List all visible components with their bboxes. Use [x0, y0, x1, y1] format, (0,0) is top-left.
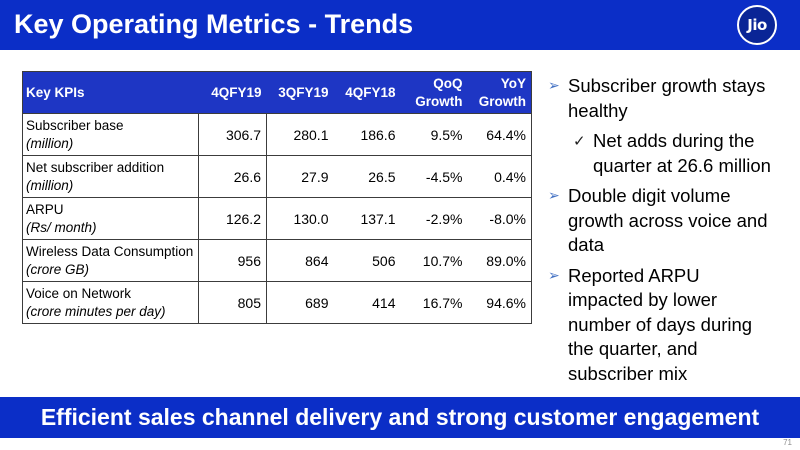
value-4qfy19: 26.6 — [198, 155, 267, 198]
kpi-cell: Subscriber base (million) — [22, 113, 199, 156]
title-bar: Key Operating Metrics - Trends Jio — [0, 0, 800, 50]
value-qoq-growth: -4.5% — [400, 155, 468, 198]
bullet-item: Subscriber growth stays healthy — [548, 74, 774, 123]
value-yoy-growth: -8.0% — [467, 197, 532, 240]
kpi-unit: (million) — [26, 177, 74, 193]
column-header-3qfy19: 3QFY19 — [266, 71, 334, 114]
value-3qfy19: 27.9 — [266, 155, 334, 198]
table-row: Subscriber base (million) 306.7 280.1 18… — [22, 113, 532, 156]
column-header-4qfy19: 4QFY19 — [198, 71, 267, 114]
value-4qfy19: 956 — [198, 239, 267, 282]
table-row: Voice on Network (crore minutes per day)… — [22, 281, 532, 324]
kpi-unit: (crore minutes per day) — [26, 303, 166, 319]
arrow-bullet-icon — [548, 264, 560, 289]
kpi-unit: (crore GB) — [26, 261, 90, 277]
sub-bullet-item: Net adds during the quarter at 26.6 mill… — [573, 129, 783, 178]
kpi-name: Subscriber base — [26, 117, 124, 133]
bullet-text: Reported ARPU impacted by lower number o… — [568, 264, 753, 384]
value-3qfy19: 280.1 — [266, 113, 334, 156]
slide-title: Key Operating Metrics - Trends — [14, 9, 414, 39]
bullet-item: Double digit volume growth across voice … — [548, 184, 774, 258]
arrow-bullet-icon — [548, 184, 560, 209]
value-3qfy19: 689 — [266, 281, 334, 324]
page-number: 71 — [783, 438, 792, 447]
value-4qfy19: 126.2 — [198, 197, 267, 240]
column-header-key-kpis: Key KPIs — [22, 71, 199, 114]
kpi-cell: ARPU (Rs/ month) — [22, 197, 199, 240]
table-row: Wireless Data Consumption (crore GB) 956… — [22, 239, 532, 282]
kpi-name: Wireless Data Consumption — [26, 243, 194, 259]
check-bullet-icon — [573, 129, 586, 154]
kpi-cell: Voice on Network (crore minutes per day) — [22, 281, 199, 324]
banner-text: Efficient sales channel delivery and str… — [40, 404, 760, 430]
value-4qfy19: 306.7 — [198, 113, 267, 156]
table-row: Net subscriber addition (million) 26.6 2… — [22, 155, 532, 198]
kpi-unit: (Rs/ month) — [26, 219, 97, 235]
kpi-name: ARPU — [26, 201, 64, 217]
table-row: ARPU (Rs/ month) 126.2 130.0 137.1 -2.9%… — [22, 197, 532, 240]
bullet-list: Subscriber growth stays healthy Net adds… — [548, 74, 783, 386]
kpi-cell: Wireless Data Consumption (crore GB) — [22, 239, 199, 282]
jio-logo: Jio — [737, 5, 777, 45]
kpi-name: Voice on Network — [26, 285, 132, 301]
value-yoy-growth: 89.0% — [467, 239, 532, 282]
bullet-text: Subscriber growth stays healthy — [568, 75, 766, 121]
value-4qfy18: 414 — [333, 281, 401, 324]
value-3qfy19: 130.0 — [266, 197, 334, 240]
kpi-cell: Net subscriber addition (million) — [22, 155, 199, 198]
kpi-table: Key KPIs 4QFY19 3QFY19 4QFY18 QoQ Growth… — [22, 71, 532, 324]
arrow-bullet-icon — [548, 74, 560, 99]
column-header-yoy-growth: YoY Growth — [467, 71, 532, 114]
value-yoy-growth: 0.4% — [467, 155, 532, 198]
value-qoq-growth: 10.7% — [400, 239, 468, 282]
column-header-4qfy18: 4QFY18 — [333, 71, 401, 114]
jio-logo-text: Jio — [747, 16, 767, 34]
kpi-unit: (million) — [26, 135, 74, 151]
table-header-row: Key KPIs 4QFY19 3QFY19 4QFY18 QoQ Growth… — [22, 71, 532, 114]
bullet-text: Double digit volume growth across voice … — [568, 185, 768, 255]
bullet-text: Net adds during the quarter at 26.6 mill… — [593, 130, 771, 176]
value-4qfy18: 137.1 — [333, 197, 401, 240]
value-4qfy19: 805 — [198, 281, 267, 324]
bullet-item: Reported ARPU impacted by lower number o… — [548, 264, 774, 387]
value-4qfy18: 186.6 — [333, 113, 401, 156]
bottom-banner: Efficient sales channel delivery and str… — [0, 397, 800, 438]
column-header-qoq-growth: QoQ Growth — [400, 71, 468, 114]
value-yoy-growth: 64.4% — [467, 113, 532, 156]
value-yoy-growth: 94.6% — [467, 281, 532, 324]
value-4qfy18: 506 — [333, 239, 401, 282]
value-4qfy18: 26.5 — [333, 155, 401, 198]
value-qoq-growth: -2.9% — [400, 197, 468, 240]
value-qoq-growth: 16.7% — [400, 281, 468, 324]
kpi-name: Net subscriber addition — [26, 159, 165, 175]
value-qoq-growth: 9.5% — [400, 113, 468, 156]
value-3qfy19: 864 — [266, 239, 334, 282]
